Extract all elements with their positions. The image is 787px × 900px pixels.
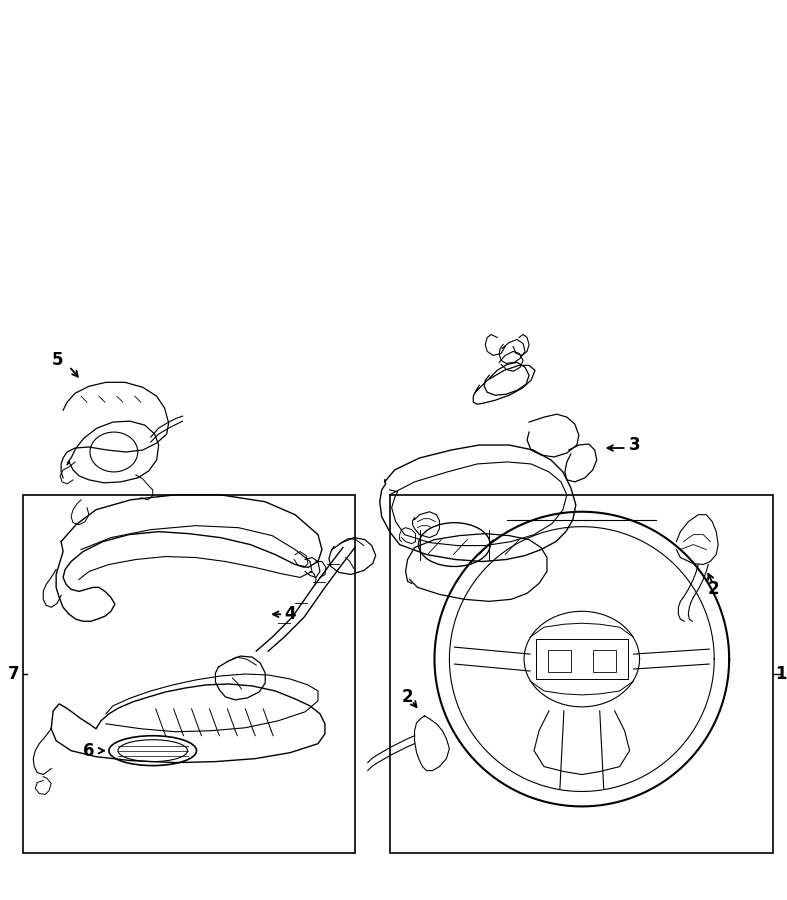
Bar — [548, 650, 571, 672]
Bar — [593, 650, 615, 672]
Text: 3: 3 — [629, 436, 641, 454]
Text: 2: 2 — [402, 688, 413, 706]
Bar — [390, 495, 773, 853]
Bar — [24, 495, 355, 853]
Bar — [536, 639, 627, 679]
Text: 4: 4 — [284, 606, 296, 624]
Text: 2: 2 — [708, 580, 719, 598]
Text: 7: 7 — [8, 665, 19, 683]
Text: 6: 6 — [83, 742, 94, 760]
Text: 5: 5 — [51, 351, 63, 369]
Text: 1: 1 — [775, 665, 787, 683]
